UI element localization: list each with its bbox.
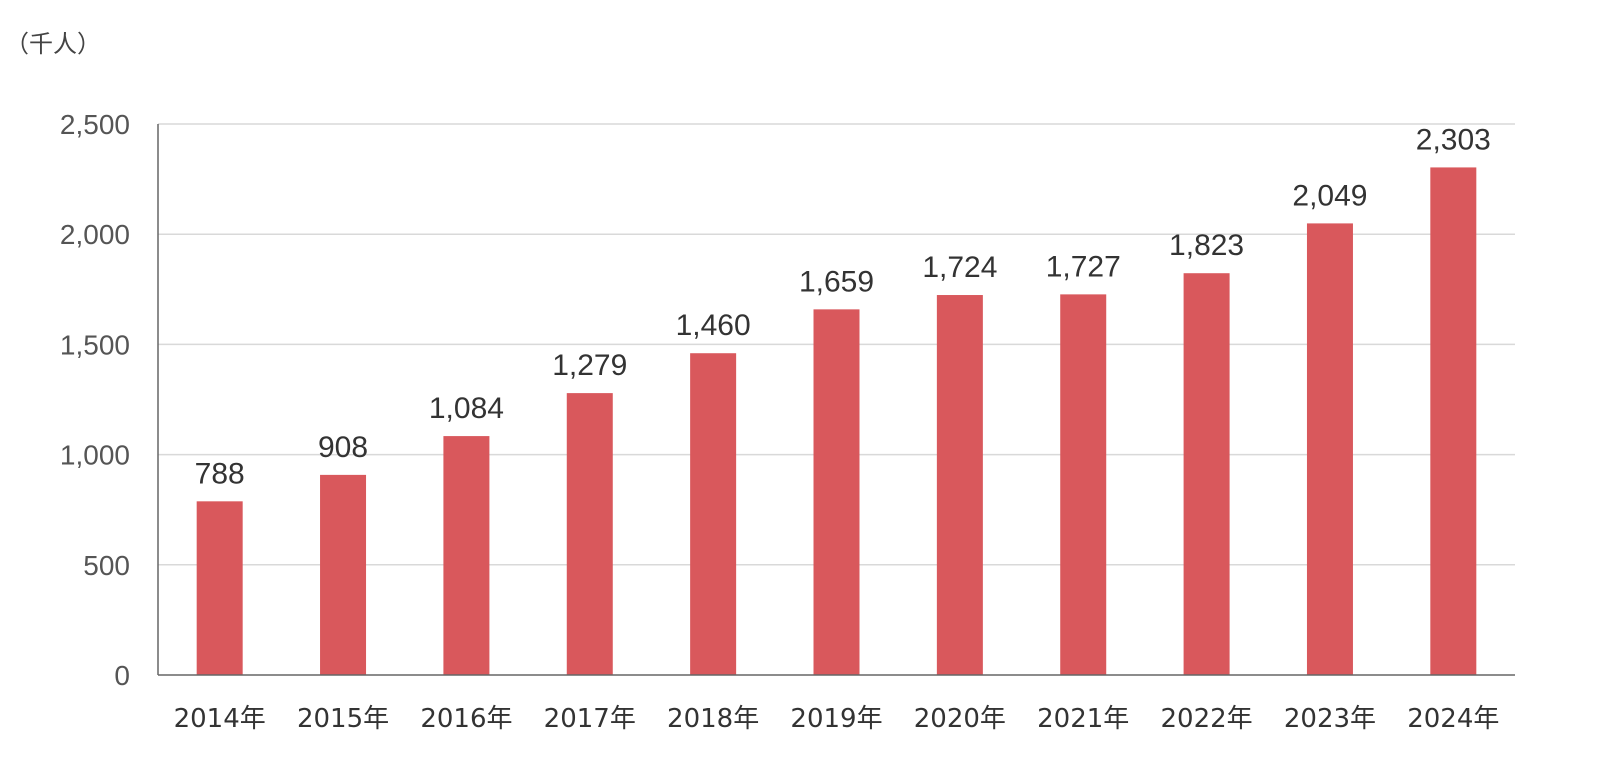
bar: [196, 501, 243, 675]
bar: [320, 474, 367, 675]
y-tick-label: 500: [83, 550, 130, 581]
x-tick-label: 2016年: [420, 704, 512, 734]
x-tick-label: 2018年: [667, 704, 759, 734]
value-label: 1,724: [922, 251, 997, 284]
value-label: 2,303: [1416, 123, 1491, 156]
x-tick-label: 2019年: [790, 704, 882, 734]
y-tick-label: 1,500: [60, 329, 130, 360]
value-label: 1,460: [676, 309, 751, 342]
bar: [1430, 167, 1477, 675]
value-label: 788: [195, 457, 245, 490]
x-tick-label: 2022年: [1161, 704, 1253, 734]
unit-label: （千人）: [5, 30, 101, 58]
bar: [1060, 294, 1107, 675]
bar: [690, 353, 737, 675]
bar: [936, 295, 983, 675]
x-tick-label: 2021年: [1037, 704, 1129, 734]
value-label: 1,727: [1046, 250, 1121, 283]
value-label: 908: [318, 431, 368, 464]
bar: [813, 309, 860, 675]
y-tick-label: 0: [114, 660, 130, 691]
bar: [566, 393, 613, 675]
value-label: 1,279: [552, 349, 627, 382]
x-tick-label: 2015年: [297, 704, 389, 734]
x-axis-ticks: 2014年 2015年 2016年 2017年 2018年 2019年 2020年 2021年…: [174, 704, 1500, 734]
x-tick-label: 2024年: [1407, 704, 1499, 734]
x-tick-label: 2023年: [1284, 704, 1376, 734]
value-labels: 788 908 1,084 1,279 1,460 1,659 1,724 1,727 1,82…: [195, 123, 1491, 490]
value-label: 2,049: [1292, 179, 1367, 212]
bar: [443, 436, 490, 675]
bars: [196, 167, 1477, 676]
bar: [1183, 273, 1230, 675]
x-tick-label: 2017年: [544, 704, 636, 734]
value-label: 1,823: [1169, 229, 1244, 262]
bar: [1306, 223, 1353, 676]
value-label: 1,084: [429, 392, 504, 425]
x-tick-label: 2014年: [174, 704, 266, 734]
value-label: 1,659: [799, 265, 874, 298]
y-tick-label: 2,000: [60, 219, 130, 250]
y-axis-ticks: 0 500 1,000 1,500 2,000 2,500: [60, 109, 130, 691]
y-tick-label: 2,500: [60, 109, 130, 140]
y-tick-label: 1,000: [60, 440, 130, 471]
x-tick-label: 2020年: [914, 704, 1006, 734]
